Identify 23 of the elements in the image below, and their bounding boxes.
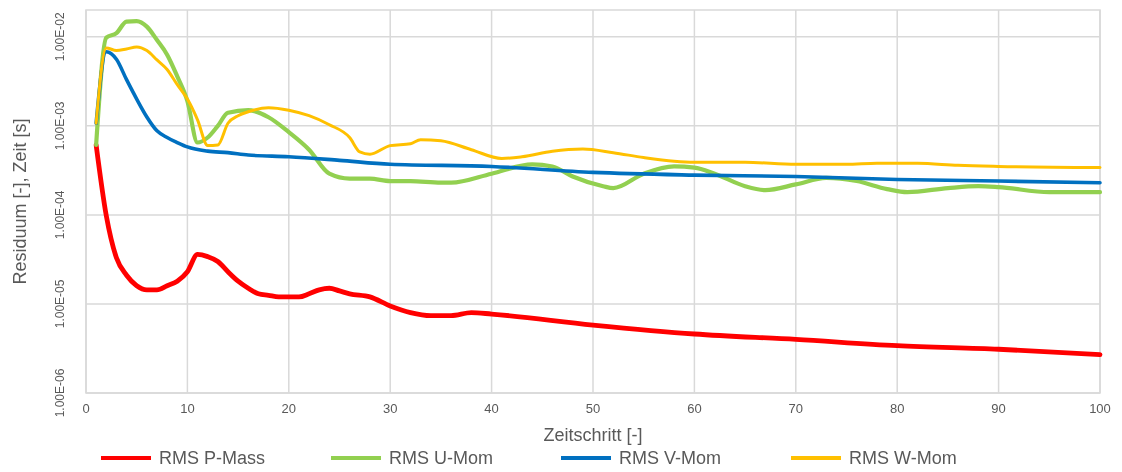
legend-label: RMS W-Mom <box>849 448 957 468</box>
y-tick-label: 1.00E-02 <box>53 12 67 62</box>
x-tick-label: 60 <box>687 401 702 416</box>
x-tick-label: 70 <box>788 401 804 416</box>
y-tick-label: 1.00E-03 <box>53 101 67 151</box>
legend-label: RMS V-Mom <box>619 448 722 468</box>
x-tick-label: 10 <box>180 401 195 416</box>
y-axis-title: Residuum [-], Zeit [s] <box>10 118 30 285</box>
x-axis-title: Zeitschritt [-] <box>543 425 643 445</box>
y-tick-label: 1.00E-05 <box>53 279 67 329</box>
x-tick-label: 90 <box>991 401 1006 416</box>
x-tick-label: 100 <box>1089 401 1111 416</box>
legend-label: RMS P-Mass <box>159 448 266 468</box>
y-tick-label: 1.00E-04 <box>53 190 67 240</box>
line-series <box>93 142 1103 357</box>
x-tick-label: 80 <box>889 401 905 416</box>
x-tick-label: 30 <box>382 401 398 416</box>
x-tick-label: 50 <box>585 401 601 416</box>
y-tick-label: 1.00E-06 <box>53 368 67 418</box>
x-tick-label: 20 <box>281 401 297 416</box>
x-tick-label: 40 <box>484 401 499 416</box>
x-tick-label: 0 <box>82 401 90 416</box>
legend-label: RMS U-Mom <box>389 448 493 468</box>
